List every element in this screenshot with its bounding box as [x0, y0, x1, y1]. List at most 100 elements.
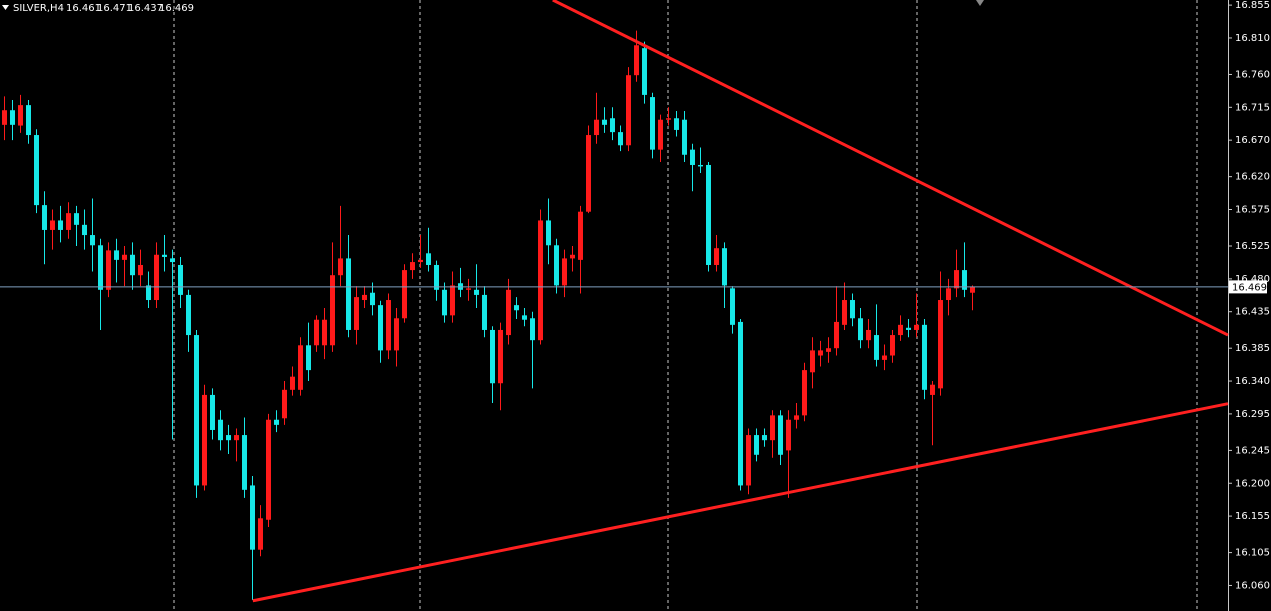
- candle-body: [66, 213, 71, 230]
- y-tick-label: 16.385: [1235, 343, 1270, 354]
- candle-body: [146, 285, 151, 301]
- y-tick-label: 16.670: [1235, 135, 1270, 146]
- candle-body: [482, 294, 487, 330]
- candle-body: [610, 118, 615, 133]
- candle-body: [346, 258, 351, 330]
- candle-body: [74, 213, 79, 225]
- candle-body: [434, 264, 439, 290]
- candle-body: [130, 254, 135, 276]
- candle-body: [322, 319, 327, 346]
- candle-body: [906, 327, 911, 330]
- candle-body: [474, 289, 479, 295]
- candle-body: [754, 435, 759, 455]
- candle-body: [746, 435, 751, 486]
- candle-body: [418, 259, 423, 263]
- candle-body: [274, 419, 279, 425]
- candle-body: [90, 235, 95, 246]
- candle-body: [514, 305, 519, 311]
- candle-body: [874, 335, 879, 360]
- candle-body: [138, 264, 143, 276]
- chart-shift-marker: [976, 0, 984, 6]
- candle-body: [98, 245, 103, 290]
- candle-body: [922, 324, 927, 390]
- y-tick-label: 16.810: [1235, 33, 1270, 44]
- candle-body: [770, 415, 775, 441]
- candle-body: [34, 135, 39, 206]
- candle-body: [890, 335, 895, 356]
- candle-body: [682, 119, 687, 155]
- candle-body: [666, 118, 671, 120]
- candle-body: [250, 485, 255, 550]
- candle-body: [402, 270, 407, 319]
- y-tick-label: 16.295: [1235, 409, 1270, 420]
- candle-body: [226, 435, 231, 441]
- candle-body: [330, 275, 335, 346]
- header-low: 16.437: [128, 3, 163, 14]
- candle-body: [386, 300, 391, 351]
- candle-body: [354, 297, 359, 330]
- candle-body: [530, 318, 535, 341]
- candle-body: [594, 119, 599, 136]
- current-price-box: [1229, 280, 1267, 294]
- candle-body: [618, 132, 623, 146]
- y-tick-label: 16.620: [1235, 172, 1270, 183]
- candle-body: [18, 105, 23, 126]
- candle-body: [258, 518, 263, 550]
- candle-body: [282, 389, 287, 419]
- candle-body: [898, 324, 903, 336]
- candle-body: [2, 110, 7, 125]
- header-close: 16.469: [159, 3, 194, 14]
- candle-body: [954, 270, 959, 289]
- y-tick-label: 16.105: [1235, 548, 1270, 559]
- candle-body: [370, 292, 375, 306]
- candle-body: [290, 376, 295, 390]
- candle-body: [538, 220, 543, 341]
- y-tick-label: 16.575: [1235, 205, 1270, 216]
- candle-body: [114, 250, 119, 260]
- header-triangle: [2, 5, 9, 10]
- candle-body: [154, 254, 159, 301]
- y-tick-label: 16.200: [1235, 478, 1270, 489]
- candle-body: [210, 394, 215, 430]
- candle-body: [738, 321, 743, 486]
- candle-body: [778, 415, 783, 455]
- candle-body: [498, 329, 503, 384]
- candle-body: [882, 355, 887, 360]
- candle-body: [698, 164, 703, 167]
- candle-body: [642, 48, 647, 95]
- candle-body: [426, 253, 431, 265]
- candles: [2, 30, 975, 601]
- y-tick-label: 16.340: [1235, 376, 1270, 387]
- candle-body: [306, 345, 311, 371]
- candle-body: [762, 435, 767, 441]
- candle-body: [554, 245, 559, 286]
- candle-body: [522, 315, 527, 320]
- candle-body: [866, 329, 871, 341]
- candle-body: [674, 118, 679, 130]
- candle-body: [586, 135, 591, 212]
- candle-body: [50, 220, 55, 230]
- candle-body: [802, 370, 807, 416]
- candle-body: [218, 419, 223, 441]
- candle-body: [826, 348, 831, 352]
- candle-body: [858, 318, 863, 341]
- candle-body: [178, 264, 183, 295]
- candle-body: [26, 105, 31, 136]
- y-tick-label: 16.715: [1235, 102, 1270, 113]
- candle-body: [266, 419, 271, 520]
- candle-body: [626, 75, 631, 146]
- header-open: 16.461: [66, 3, 101, 14]
- candle-body: [730, 288, 735, 325]
- candle-body: [378, 305, 383, 351]
- y-tick-label: 16.855: [1235, 0, 1270, 11]
- candle-body: [714, 248, 719, 265]
- candle-body: [170, 258, 175, 263]
- y-tick-label: 16.155: [1235, 511, 1270, 522]
- candle-body: [562, 258, 567, 286]
- y-tick-label: 16.480: [1235, 274, 1270, 285]
- candle-body: [570, 254, 575, 259]
- candle-body: [450, 285, 455, 316]
- candle-body: [466, 288, 471, 290]
- y-tick-label: 16.525: [1235, 241, 1270, 252]
